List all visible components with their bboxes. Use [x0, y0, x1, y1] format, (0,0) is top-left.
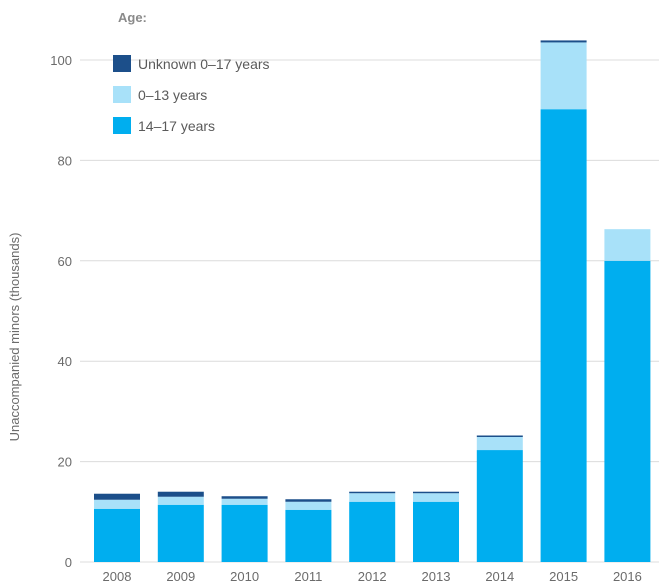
bars	[94, 40, 651, 563]
y-tick-label-20: 20	[58, 455, 72, 470]
x-tick-label-2010: 2010	[230, 569, 259, 584]
bar-2015-0-13-years	[540, 42, 587, 110]
x-tick-label-2009: 2009	[166, 569, 195, 584]
bar-2010-unknown-0-17-years	[221, 496, 268, 499]
legend-title: Age:	[118, 10, 147, 25]
bar-2010-0-13-years	[221, 498, 268, 505]
bar-2014-14-17-years	[476, 450, 523, 562]
legend-label-2: 14–17 years	[138, 118, 215, 134]
bar-2012-0-13-years	[349, 493, 396, 502]
bar-2008-0-13-years	[94, 499, 140, 509]
legend-label-0: Unknown 0–17 years	[138, 56, 270, 72]
x-tick-label-2008: 2008	[103, 569, 132, 584]
bar-2016-14-17-years	[604, 260, 651, 562]
legend: Age: Unknown 0–17 years 0–13 years 14–17 y…	[113, 10, 270, 134]
bar-2009-0-13-years	[157, 496, 204, 505]
bar-2016-0-13-years	[604, 229, 651, 261]
bar-2015-unknown-0-17-years	[540, 40, 587, 43]
x-tick-label-2011: 2011	[294, 569, 322, 584]
y-axis-ticks: 0 20 40 60 80 100	[50, 53, 72, 570]
y-tick-label-0: 0	[65, 555, 72, 570]
x-tick-label-2012: 2012	[358, 569, 387, 584]
x-tick-label-2015: 2015	[549, 569, 578, 584]
bar-2009-14-17-years	[157, 504, 204, 562]
bar-2011-14-17-years	[285, 509, 332, 562]
bar-2012-unknown-0-17-years	[349, 491, 396, 494]
bar-2011-unknown-0-17-years	[285, 499, 332, 502]
y-tick-label-60: 60	[58, 254, 72, 269]
legend-label-1: 0–13 years	[138, 87, 207, 103]
bar-2011-0-13-years	[285, 501, 332, 510]
bar-2013-unknown-0-17-years	[413, 491, 459, 494]
bar-2012-14-17-years	[349, 501, 396, 562]
bar-2008-unknown-0-17-years	[94, 493, 140, 500]
bar-2013-14-17-years	[413, 501, 459, 562]
y-tick-label-40: 40	[58, 354, 72, 369]
y-tick-label-80: 80	[58, 153, 72, 168]
legend-swatch-2	[113, 117, 131, 134]
x-tick-label-2014: 2014	[485, 569, 514, 584]
x-tick-label-2016: 2016	[613, 569, 642, 584]
bar-2014-unknown-0-17-years	[476, 435, 523, 438]
bar-2008-14-17-years	[94, 508, 140, 562]
bar-2010-14-17-years	[221, 504, 268, 562]
bar-2014-0-13-years	[476, 437, 523, 451]
legend-swatch-0	[113, 55, 131, 72]
legend-swatch-1	[113, 86, 131, 103]
bar-2015-14-17-years	[540, 109, 587, 563]
x-axis-ticks: 2008 2009 2010 2011 2012 2013 2014 2015 2016	[103, 569, 642, 584]
y-tick-label-100: 100	[50, 53, 72, 68]
x-tick-label-2013: 2013	[422, 569, 451, 584]
y-axis-title: Unaccompanied minors (thousands)	[7, 233, 22, 442]
bar-2009-unknown-0-17-years	[157, 491, 204, 497]
bar-2013-0-13-years	[413, 493, 459, 502]
